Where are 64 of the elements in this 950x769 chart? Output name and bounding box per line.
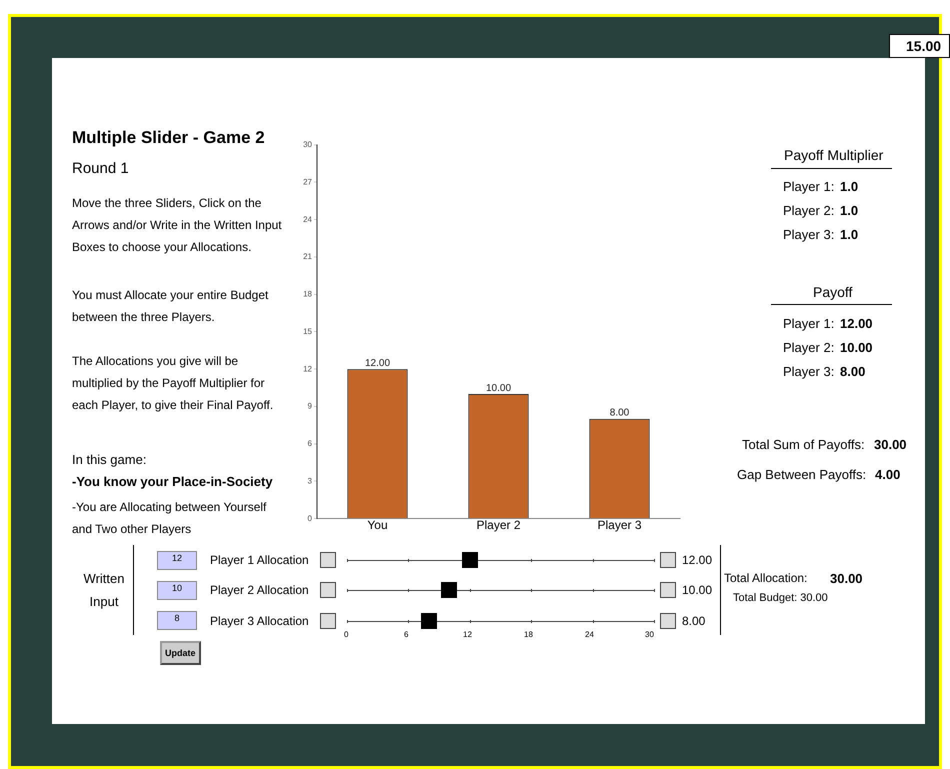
text: 12.00: [682, 553, 712, 567]
text: 18: [524, 630, 533, 639]
text: Total Allocation:: [724, 571, 808, 585]
text: Player 1:: [783, 179, 834, 194]
text: -You know your Place-in-Society: [72, 474, 273, 489]
y-tick-label: 24: [303, 214, 313, 224]
text: 1.0: [840, 227, 858, 242]
text: The Allocations you give will be multiplied by the Payoff Multiplier for each Player, to give their Final Payoff.: [72, 353, 274, 414]
y-tick-label: 15: [303, 326, 313, 336]
x-tick-label: Player 2: [476, 518, 521, 532]
text: 8.00: [682, 614, 706, 628]
text: 4.00: [875, 467, 900, 482]
text: Payoff Multiplier: [784, 147, 884, 163]
text: 0: [344, 630, 348, 639]
text: Multiple Slider - Game 2: [72, 128, 265, 148]
text: 8.00: [840, 364, 866, 379]
y-tick-label: 0: [308, 514, 313, 523]
text: Player 1:: [783, 316, 834, 331]
text: Update: [160, 641, 201, 665]
text: 10.00: [682, 583, 712, 597]
text: 30.00: [874, 437, 907, 452]
text: Round 1: [72, 160, 129, 177]
y-tick-label: 6: [308, 439, 313, 448]
text: 8: [157, 611, 197, 630]
text: Player 3:: [783, 227, 834, 242]
text: In this game:: [72, 452, 146, 467]
text: Player 2:: [783, 203, 834, 218]
text: 24: [585, 630, 594, 639]
text: 12: [157, 551, 197, 570]
y-tick-label: 12: [303, 364, 313, 374]
text: 30.00: [830, 571, 863, 586]
y-tick-label: 18: [303, 290, 313, 299]
text: Total Sum of Payoffs:: [742, 437, 865, 452]
y-tick-label: 21: [303, 252, 313, 262]
x-tick-label: Player 3: [597, 518, 642, 532]
y-tick-label: 3: [308, 476, 313, 486]
text: Player 3 Allocation: [210, 614, 309, 628]
data-label: 8.00: [610, 408, 630, 419]
text: 6: [404, 630, 408, 639]
text: 10: [157, 581, 197, 600]
text: 10.00: [840, 340, 873, 355]
text: You must Allocate your entire Budget between the three Players.: [72, 287, 270, 326]
text: Payoff: [813, 284, 852, 300]
text: 15.00: [889, 34, 950, 58]
y-tick-label: 27: [303, 177, 313, 186]
data-label: 12.00: [364, 358, 390, 369]
text: Total Budget: 30.00: [733, 592, 828, 604]
x-tick-label: You: [367, 518, 388, 532]
text: Player 2 Allocation: [210, 583, 309, 597]
text: Player 2:: [783, 340, 834, 355]
y-tick-label: 9: [308, 402, 313, 411]
text: Gap Between Payoffs:: [737, 467, 866, 482]
text: 12: [463, 630, 472, 639]
text: Move the three Sliders, Click on the Arrows and/or Write in the Written Input Boxes to choose your Allocations.: [72, 195, 282, 256]
text: Written Input: [82, 570, 126, 611]
text: 1.0: [840, 179, 858, 194]
text: 12.00: [840, 316, 873, 331]
data-label: 10.00: [486, 382, 512, 394]
text: -You are Allocating between Yourself and Two other Players: [72, 499, 268, 538]
text: Player 3:: [783, 364, 834, 379]
y-tick-label: 30: [303, 140, 313, 150]
text: 30: [645, 630, 654, 639]
text: 1.0: [840, 203, 858, 218]
text: Player 1 Allocation: [210, 553, 309, 567]
